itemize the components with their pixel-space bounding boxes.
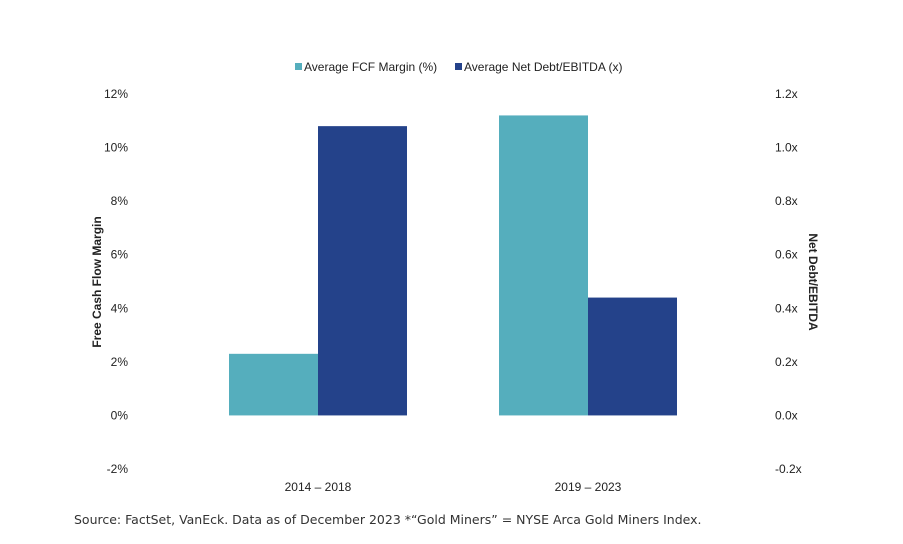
right-tick-label: 0.6x xyxy=(775,248,798,262)
legend-label: Average Net Debt/EBITDA (x) xyxy=(464,60,623,74)
legend-swatch xyxy=(455,63,462,70)
category-axis: 2014 – 2018 2019 – 2023 xyxy=(285,480,622,494)
left-axis-title: Free Cash Flow Margin xyxy=(90,216,104,347)
right-tick-label: 1.2x xyxy=(775,87,798,101)
left-tick-label: 2% xyxy=(111,355,129,369)
legend-label: Average FCF Margin (%) xyxy=(304,60,437,74)
category-label: 2014 – 2018 xyxy=(285,480,352,494)
legend: Average FCF Margin (%) Average Net Debt/E… xyxy=(295,60,623,74)
left-axis: 12% 10% 8% 6% 4% 2% 0% -2% xyxy=(104,87,128,476)
left-tick-label: -2% xyxy=(107,462,129,476)
left-tick-label: 6% xyxy=(111,248,129,262)
right-tick-label: 0.2x xyxy=(775,355,798,369)
right-tick-label: 1.0x xyxy=(775,141,798,155)
bar-fcf-margin xyxy=(229,353,318,416)
right-axis: 1.2x 1.0x 0.8x 0.6x 0.4x 0.2x 0.0x -0.2x xyxy=(775,87,802,476)
left-tick-label: 0% xyxy=(111,408,129,422)
legend-swatch xyxy=(295,63,302,70)
bar-net-debt-ebitda xyxy=(318,126,407,416)
left-tick-label: 12% xyxy=(104,87,128,101)
left-tick-label: 4% xyxy=(111,301,129,315)
right-tick-label: 0.0x xyxy=(775,408,798,422)
category-label: 2019 – 2023 xyxy=(555,480,622,494)
right-tick-label: -0.2x xyxy=(775,462,802,476)
right-axis-title: Net Debt/EBITDA xyxy=(806,233,820,331)
right-tick-label: 0.4x xyxy=(775,301,798,315)
chart: Average FCF Margin (%) Average Net Debt/E… xyxy=(90,60,820,494)
source-note: Source: FactSet, VanEck. Data as of Dece… xyxy=(74,512,702,527)
bar-net-debt-ebitda xyxy=(588,297,677,416)
left-tick-label: 10% xyxy=(104,141,128,155)
left-tick-label: 8% xyxy=(111,194,129,208)
right-tick-label: 0.8x xyxy=(775,194,798,208)
bar-fcf-margin xyxy=(499,115,588,416)
bars xyxy=(229,115,677,416)
